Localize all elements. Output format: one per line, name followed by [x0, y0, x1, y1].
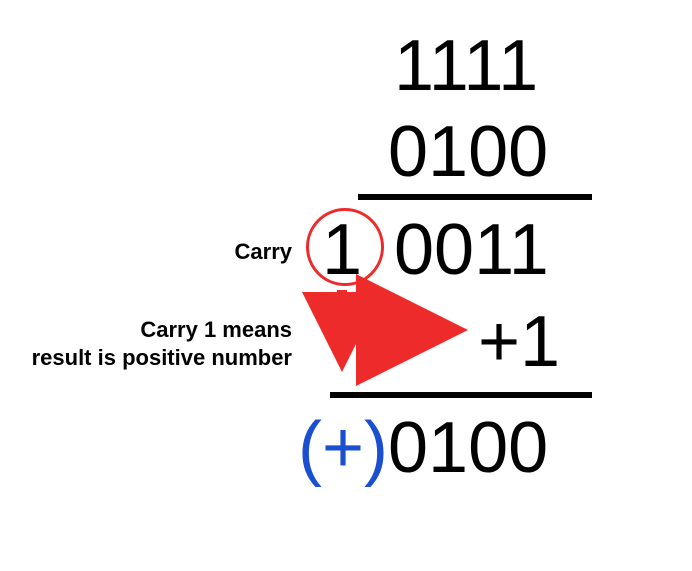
final-value: 0100 — [388, 412, 548, 484]
explain-line-1: Carry 1 means — [140, 317, 292, 342]
explain-label: Carry 1 means result is positive number — [32, 316, 292, 371]
sum-main: 0011 — [394, 214, 549, 286]
rule-1 — [358, 194, 592, 200]
final-sign: (+) — [298, 412, 388, 484]
carry-circle-icon — [306, 208, 384, 286]
operand-second: 0100 — [388, 116, 548, 188]
rule-2 — [330, 392, 592, 398]
operand-top: 1111 — [394, 30, 538, 102]
carry-label: Carry — [235, 238, 292, 266]
add-one: +1 — [478, 306, 560, 378]
explain-line-2: result is positive number — [32, 345, 292, 370]
